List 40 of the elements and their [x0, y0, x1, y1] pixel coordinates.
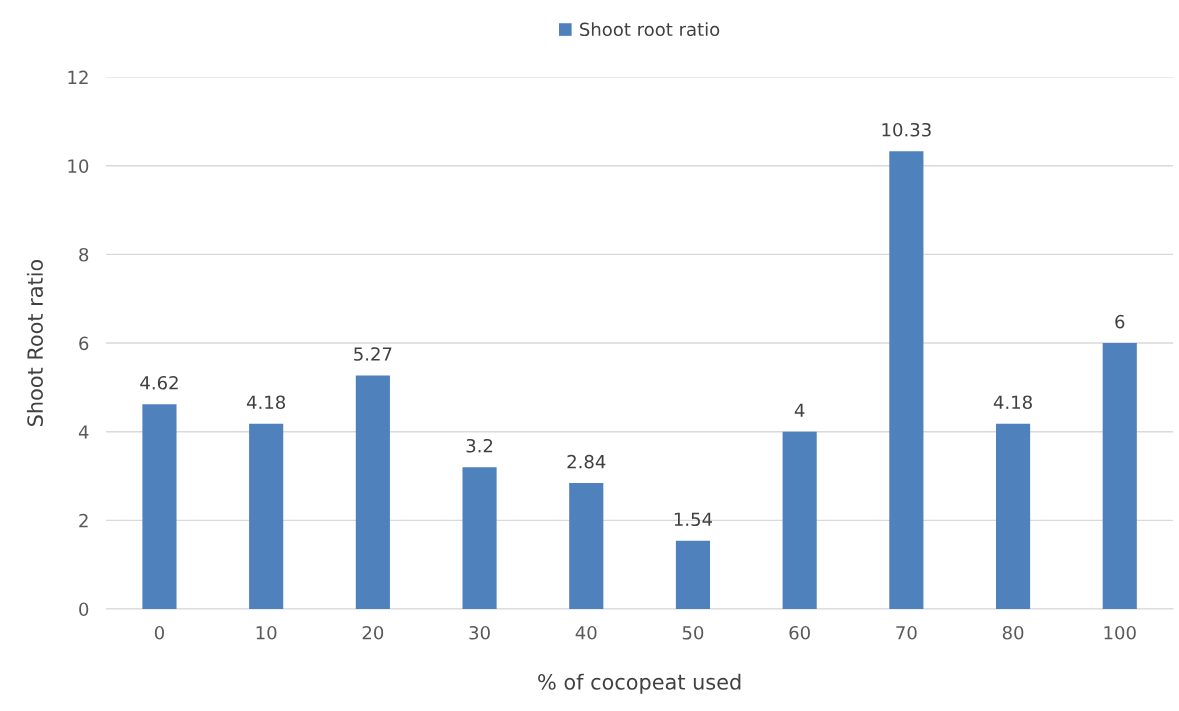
data-label: 6 [1115, 314, 1125, 329]
data-label: 1.54 [674, 512, 713, 527]
data-label: 3.2 [466, 438, 493, 453]
bar [675, 540, 711, 609]
bar [569, 483, 604, 609]
x-tick-label: 70 [896, 625, 917, 640]
x-tick-label: 10 [256, 625, 277, 640]
bar [249, 423, 284, 609]
y-axis-title: Shoot Root ratio [26, 259, 43, 426]
data-label: 2.84 [567, 454, 606, 469]
data-label: 4.18 [993, 395, 1032, 410]
y-tick-label: 12 [68, 70, 88, 84]
x-tick-label: 30 [469, 625, 490, 640]
y-tick-label: 8 [79, 247, 89, 262]
bar [782, 431, 817, 609]
data-label: 4.18 [246, 395, 286, 410]
legend-label: Shoot root ratio [580, 22, 720, 37]
data-label: 5.27 [354, 347, 392, 361]
bar [142, 404, 177, 609]
data-label: 4.62 [140, 375, 178, 390]
x-tick-label: 100 [1104, 625, 1136, 640]
bar [462, 467, 497, 609]
bar [889, 151, 924, 609]
x-tick-label: 60 [789, 625, 810, 640]
data-label: 10.33 [882, 122, 931, 137]
x-tick-label: 50 [682, 625, 704, 640]
bar [995, 423, 1031, 609]
bar [1102, 343, 1137, 609]
x-tick-label: 80 [1002, 625, 1024, 640]
y-tick-label: 6 [79, 336, 89, 351]
y-tick-label: 10 [68, 159, 89, 173]
x-axis-title: % of cocopeat used [538, 673, 741, 694]
x-tick-label: 0 [154, 625, 164, 640]
y-tick-label: 4 [78, 425, 89, 439]
bar [355, 375, 390, 609]
data-label: 4 [794, 403, 805, 417]
x-tick-label: 40 [575, 625, 597, 640]
x-tick-label: 20 [362, 625, 384, 640]
y-tick-label: 0 [79, 602, 89, 617]
y-tick-label: 2 [79, 513, 88, 528]
